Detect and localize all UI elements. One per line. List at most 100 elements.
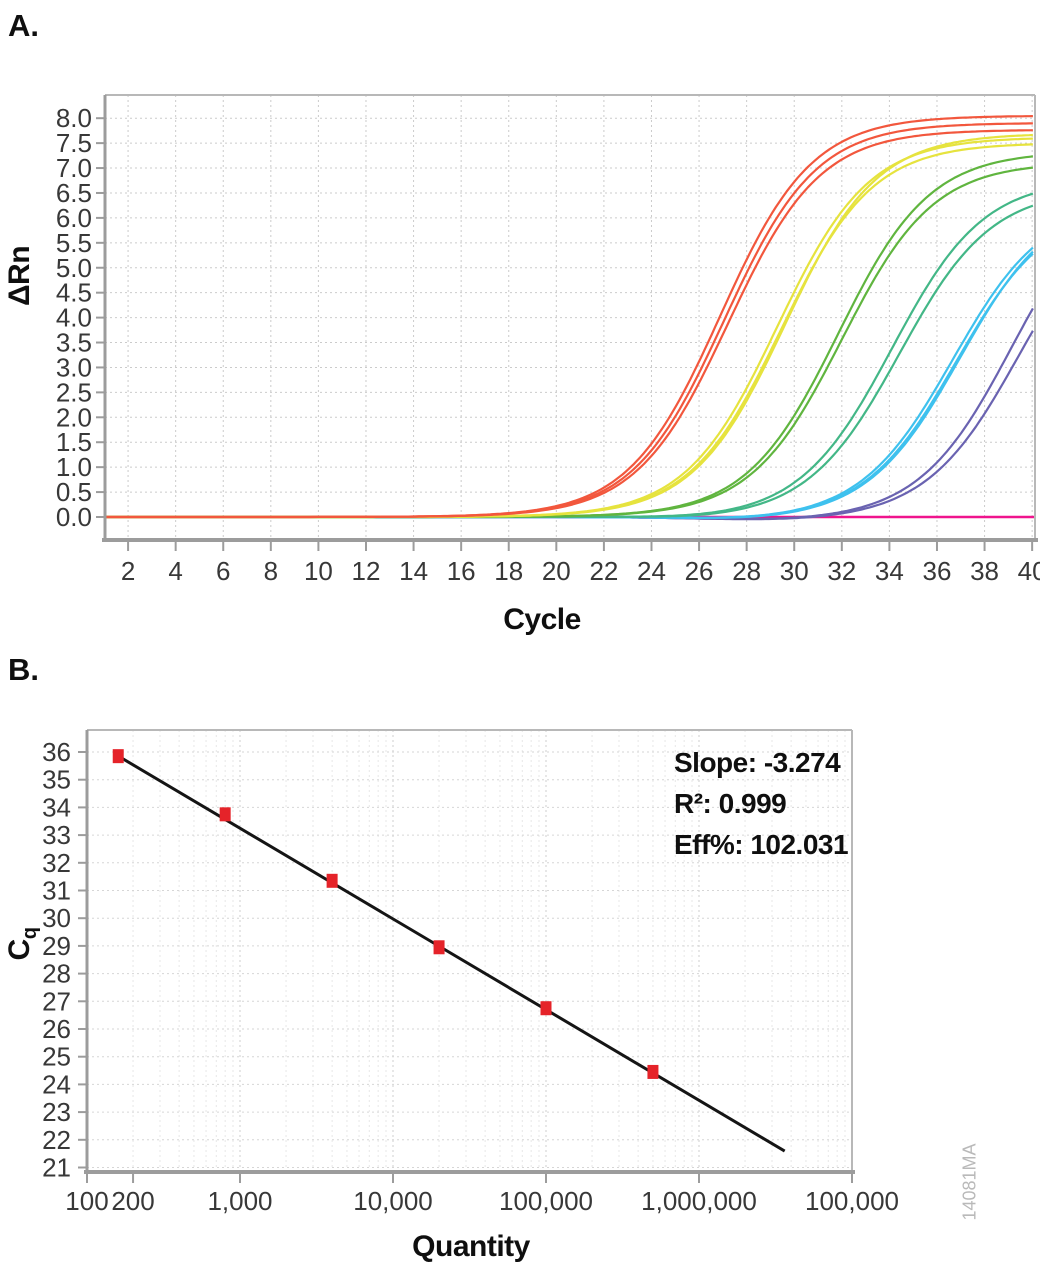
y-tick-label: 5.0 [56,253,92,283]
panel-a-x-axis-title: Cycle [503,603,581,636]
panel-b-x-axis-title: Quantity [412,1230,530,1263]
figure-id-watermark: 14081MA [959,1143,980,1221]
cq-label-sub: q [19,927,41,940]
y-tick-label: 27 [42,986,71,1016]
x-tick-label: 20 [542,556,571,586]
panel-a-y-axis-title: ΔRn [3,245,36,307]
standard-point [540,1001,552,1016]
amplification-curve-group-5-cyan [105,250,1034,520]
y-tick-label: 22 [42,1125,71,1155]
y-tick-label: 0.5 [56,477,92,507]
y-tick-label: 36 [42,737,71,767]
amplification-curve-group-2-yellow [105,137,1033,519]
regression-line [118,755,786,1153]
amplification-curve-group-1-red [105,129,1033,519]
x-tick-label: 1,000 [207,1186,272,1216]
panel-b-y-axis-title: Cq [3,928,41,961]
y-tick-label: 6.5 [56,178,92,208]
standard-point [219,807,231,822]
x-tick-label: 38 [970,556,999,586]
x-tick-label: 16 [447,556,476,586]
amplification-curve-group-2-yellow [105,143,1033,519]
panel-b-gridlines [86,730,853,1172]
y-tick-label: 1.0 [56,452,92,482]
y-tick-label: 8.0 [56,103,92,133]
x-tick-label: 26 [685,556,714,586]
amplification-curve-group-5-cyan [105,252,1034,519]
standard-points [112,749,659,1079]
y-tick-label: 4.5 [56,278,92,308]
y-tick-label: 33 [42,820,71,850]
x-tick-label: 200 [111,1186,154,1216]
amplification-curve-group-3-green [105,155,1034,519]
x-tick-label: 36 [923,556,952,586]
amplification-curve-group-6-purple [105,330,1034,521]
x-tick-label: 100 [65,1186,108,1216]
amplification-curve-group-5-cyan [105,246,1034,519]
y-tick-label: 2.0 [56,402,92,432]
amplification-curve-group-6-purple [105,307,1034,521]
x-tick-label: 100,000 [805,1186,899,1216]
x-tick-label: 6 [216,556,230,586]
y-tick-label: 29 [42,931,71,961]
amplification-curve-group-3-green [105,166,1034,519]
x-tick-label: 100,000 [499,1186,593,1216]
fit-stat-slope: Slope: -3.274 [674,747,841,778]
x-tick-label: 1,000,000 [641,1186,757,1216]
x-tick-label: 40 [1018,556,1040,586]
y-tick-label: 3.5 [56,328,92,358]
y-tick-label: 21 [42,1153,71,1183]
y-tick-label: 2.5 [56,377,92,407]
y-tick-label: 5.5 [56,228,92,258]
fit-stats-block: Slope: -3.274 R²: 0.999 Eff%: 102.031 [674,742,849,865]
y-tick-label: 26 [42,1014,71,1044]
x-tick-label: 2 [121,556,135,586]
y-tick-label: 30 [42,903,71,933]
y-tick-label: 24 [42,1069,71,1099]
y-tick-label: 4.0 [56,303,92,333]
y-tick-label: 32 [42,848,71,878]
fit-stat-efficiency: Eff%: 102.031 [674,829,849,860]
amplification-curves [105,115,1034,521]
x-tick-label: 24 [637,556,666,586]
cq-label-main: C [3,939,36,961]
x-tick-label: 4 [168,556,182,586]
panel-b-label: B. [8,652,39,687]
amplification-curve-group-2-yellow [105,133,1033,519]
standard-point [433,940,445,955]
y-tick-label: 25 [42,1042,71,1072]
panel-a-label: A. [8,8,39,43]
y-tick-label: 31 [42,876,71,906]
panel-a-ticks: 0.00.51.01.52.02.53.03.54.04.55.05.56.06… [56,103,1040,586]
y-tick-label: 3.0 [56,352,92,382]
x-tick-label: 34 [875,556,904,586]
y-tick-label: 1.5 [56,427,92,457]
x-tick-label: 14 [399,556,428,586]
x-tick-label: 10 [304,556,333,586]
y-tick-label: 35 [42,765,71,795]
x-tick-label: 30 [780,556,809,586]
y-tick-label: 34 [42,792,71,822]
standard-point [326,873,338,888]
y-tick-label: 7.0 [56,153,92,183]
standard-point [112,749,124,764]
amplification-plot: 0.00.51.01.52.02.53.03.54.04.55.05.56.06… [56,94,1040,586]
panel-a-gridlines [105,95,1035,540]
standard-point [647,1064,659,1079]
x-tick-label: 28 [732,556,761,586]
amplification-curve-group-4-seagreen [105,204,1034,519]
x-tick-label: 18 [494,556,523,586]
x-tick-label: 32 [827,556,856,586]
x-tick-label: 12 [352,556,381,586]
x-tick-label: 8 [264,556,278,586]
y-tick-label: 7.5 [56,128,92,158]
x-tick-label: 10,000 [353,1186,433,1216]
amplification-curve-group-4-seagreen [105,192,1034,519]
fit-stat-rsquared: R²: 0.999 [674,788,787,819]
y-tick-label: 0.0 [56,502,92,532]
y-tick-label: 28 [42,959,71,989]
